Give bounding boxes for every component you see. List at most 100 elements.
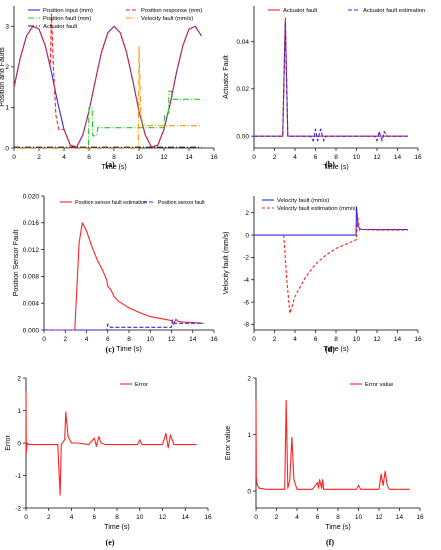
x-tick-label: 8 — [334, 336, 338, 343]
x-tick-label: 10 — [135, 154, 143, 161]
legend: Error — [120, 382, 148, 388]
panel-label: (b) — [325, 160, 335, 169]
x-tick-label: 12 — [375, 514, 383, 521]
x-tick-label: 12 — [160, 154, 168, 161]
x-tick-label: 0 — [12, 154, 16, 161]
y-tick-label: 0.04 — [236, 39, 249, 46]
y-axis-title: Actuator Fault — [223, 55, 230, 99]
y-tick-label: 1 — [5, 105, 9, 112]
x-tick-label: 14 — [394, 336, 402, 343]
panel-label: (f) — [326, 538, 334, 547]
legend: Position sensor fault estimation Position… — [60, 200, 205, 206]
x-tick-label: 10 — [136, 514, 144, 521]
y-tick-label: 0 — [247, 488, 251, 495]
x-tick-label: 4 — [62, 154, 66, 161]
x-tick-label: 0 — [252, 154, 256, 161]
x-tick-label: 8 — [336, 514, 340, 521]
x-tick-label: 4 — [295, 514, 299, 521]
x-tick-label: 0 — [42, 336, 46, 343]
panel-label: (d) — [325, 345, 335, 354]
x-tick-label: 16 — [210, 336, 218, 343]
y-tick-label: -2 — [243, 255, 249, 262]
y-tick-label: 0.00 — [236, 133, 249, 140]
series-line-position-fault-mm — [14, 90, 202, 149]
x-axis-title: Time (s) — [101, 164, 126, 171]
legend-entry: Velocity fault (mm/s) — [141, 16, 193, 22]
x-tick-label: 6 — [92, 514, 96, 521]
x-tick-label: 2 — [47, 514, 51, 521]
x-axis-title: Time (s) — [323, 164, 348, 171]
x-tick-label: 6 — [106, 336, 110, 343]
y-tick-label: 0.02 — [236, 86, 249, 93]
series-line-position-response-mm — [13, 13, 202, 148]
x-tick-label: 8 — [112, 154, 116, 161]
x-axis-title: Time (s) — [325, 524, 350, 531]
y-axis-title: Velocity fault (mm/s) — [223, 231, 230, 294]
legend-entry: Actuator fault estimation — [363, 8, 425, 14]
legend-entry: Velocity fault estimation (mm/s) — [277, 206, 357, 212]
legend-entry: Position input (mm) — [43, 8, 93, 14]
y-tick-label: 0.008 — [23, 274, 40, 281]
y-axis-title: Position and Faults — [0, 47, 6, 107]
y-tick-label: 0 — [17, 440, 21, 447]
panel-label: (a) — [105, 160, 115, 169]
series-line-error-value — [255, 400, 410, 490]
y-tick-label: -1 — [15, 473, 21, 480]
x-tick-label: 8 — [127, 336, 131, 343]
y-tick-label: -8 — [243, 322, 249, 329]
y-tick-label: 2 — [245, 210, 249, 217]
y-tick-label: -6 — [243, 299, 249, 306]
legend-entry: Position sensor fault — [158, 200, 205, 206]
x-tick-label: 16 — [204, 514, 212, 521]
y-axis-title: Error — [5, 435, 12, 451]
x-tick-label: 2 — [37, 154, 41, 161]
x-axis-title: Time (s) — [116, 346, 141, 353]
x-tick-label: 6 — [87, 154, 91, 161]
y-tick-label: 0 — [5, 145, 9, 152]
y-tick-label: 1 — [17, 408, 21, 415]
series-line-error — [25, 390, 197, 496]
y-tick-label: 2 — [5, 64, 9, 71]
legend-entry: Error value — [365, 382, 393, 388]
x-tick-label: 12 — [373, 336, 381, 343]
y-axis-title: Error value — [225, 426, 232, 460]
series-line-actuator-fault-estimation — [254, 22, 408, 142]
series-line-position-sensor-fault-estimation — [44, 222, 204, 331]
y-axis-title: Position Sensor Fault — [13, 230, 20, 297]
x-tick-label: 12 — [159, 514, 167, 521]
x-tick-label: 16 — [210, 154, 218, 161]
x-tick-label: 12 — [168, 336, 176, 343]
x-tick-label: 4 — [293, 336, 297, 343]
x-tick-label: 14 — [394, 154, 402, 161]
y-tick-label: 0.004 — [23, 301, 40, 308]
legend: Position input (mm) Position response (mm… — [28, 8, 202, 30]
y-tick-label: 0.016 — [23, 220, 40, 227]
x-tick-label: 16 — [416, 514, 424, 521]
y-tick-label: 1 — [247, 432, 251, 439]
x-tick-label: 4 — [85, 336, 89, 343]
x-tick-label: 2 — [63, 336, 67, 343]
x-tick-label: 14 — [189, 336, 197, 343]
legend-entry: Error — [135, 382, 148, 388]
x-tick-label: 8 — [115, 514, 119, 521]
panel-label: (e) — [106, 538, 115, 547]
x-tick-label: 2 — [273, 154, 277, 161]
series-line-velocity-fault-estimation-mm-s — [283, 214, 408, 314]
y-tick-label: 0.020 — [23, 193, 40, 200]
x-tick-label: 0 — [254, 514, 258, 521]
series-line-position-sensor-fault — [44, 319, 204, 331]
x-tick-label: 14 — [396, 514, 404, 521]
y-tick-label: 2 — [17, 375, 21, 382]
x-tick-label: 4 — [293, 154, 297, 161]
x-tick-label: 10 — [355, 514, 363, 521]
series-line-velocity-fault-mm-s — [14, 46, 202, 149]
legend-entry: Position sensor fault estimation — [75, 200, 147, 206]
legend-entry: Position fault (mm) — [43, 16, 91, 22]
x-axis-title: Time (s) — [323, 346, 348, 353]
x-tick-label: 16 — [414, 154, 422, 161]
